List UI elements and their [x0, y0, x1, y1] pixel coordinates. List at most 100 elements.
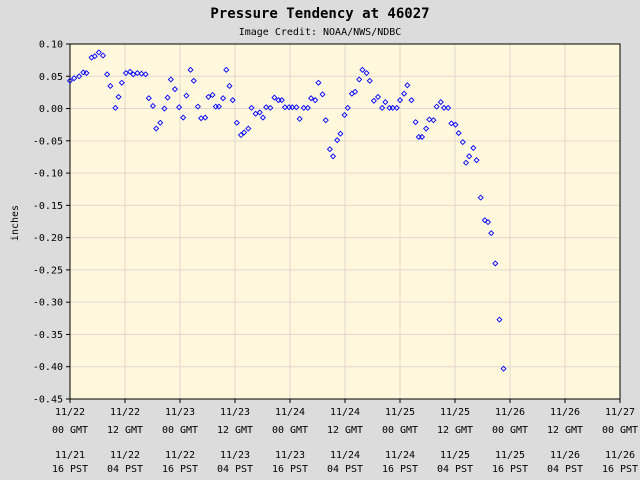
x-tick-label-pst-time: 16 PST	[272, 464, 308, 475]
data-point	[437, 99, 444, 106]
data-point	[488, 230, 495, 237]
y-tick-label: -0.35	[33, 330, 63, 341]
data-point	[470, 144, 477, 151]
data-point	[289, 104, 296, 111]
data-point	[153, 125, 160, 132]
x-tick-label-gmt-date: 11/23	[220, 407, 250, 418]
x-tick-label-pst-time: 16 PST	[602, 464, 638, 475]
data-point	[245, 125, 252, 132]
x-tick-label-gmt-time: 12 GMT	[327, 425, 363, 436]
data-point	[370, 97, 377, 104]
x-tick-label-gmt-date: 11/23	[165, 407, 195, 418]
y-tick-label: -0.25	[33, 265, 63, 276]
data-point	[91, 53, 98, 60]
data-point	[99, 52, 107, 59]
data-point	[233, 119, 240, 126]
x-tick-label-pst-date: 11/21	[55, 450, 85, 461]
data-points	[66, 49, 507, 372]
data-point	[237, 131, 244, 139]
data-point	[500, 365, 507, 372]
data-point	[127, 68, 134, 75]
data-point	[76, 73, 83, 80]
data-point	[473, 157, 480, 164]
data-point	[176, 104, 183, 111]
x-tick-label-gmt-date: 11/22	[55, 407, 85, 418]
data-point	[95, 49, 102, 56]
data-point	[430, 117, 437, 124]
x-tick-label-pst-time: 16 PST	[52, 464, 88, 475]
y-axis-label: inches	[10, 205, 21, 241]
data-point	[379, 104, 386, 111]
y-tick-label: -0.15	[33, 201, 63, 212]
data-point	[278, 97, 285, 104]
data-point	[433, 103, 440, 110]
data-point	[202, 114, 209, 121]
x-tick-label-pst-time: 04 PST	[547, 464, 583, 475]
x-tick-label-pst-date: 11/25	[440, 450, 470, 461]
data-point	[300, 104, 307, 111]
data-point	[161, 105, 168, 112]
data-point	[241, 129, 248, 136]
data-point	[149, 102, 156, 110]
data-point	[484, 219, 492, 226]
x-tick-label-gmt-date: 11/27	[605, 407, 635, 418]
x-tick-label-gmt-time: 12 GMT	[547, 425, 583, 436]
x-tick-label-pst-time: 04 PST	[327, 464, 363, 475]
data-point	[263, 104, 270, 111]
x-tick-label-gmt-time: 00 GMT	[272, 425, 308, 436]
data-point	[183, 92, 190, 99]
data-point	[393, 104, 400, 111]
data-point	[209, 91, 216, 99]
x-tick-label-pst-time: 16 PST	[492, 464, 528, 475]
data-point	[315, 79, 322, 86]
data-point	[112, 104, 119, 111]
data-point	[220, 95, 227, 102]
data-point	[66, 77, 74, 84]
x-tick-label-gmt-time: 12 GMT	[107, 425, 143, 436]
data-point	[363, 70, 370, 77]
data-point	[267, 104, 274, 111]
data-point	[281, 104, 288, 111]
y-tick-label: -0.10	[33, 169, 63, 180]
data-point	[455, 130, 462, 137]
x-tick-label-pst-time: 16 PST	[382, 464, 418, 475]
x-tick-label-gmt-time: 12 GMT	[437, 425, 473, 436]
y-tick-label: 0.10	[39, 40, 63, 51]
x-tick-label-pst-date: 11/23	[220, 450, 250, 461]
x-tick-label-pst-date: 11/24	[330, 450, 360, 461]
x-tick-label-gmt-date: 11/22	[110, 407, 140, 418]
x-tick-label-gmt-date: 11/24	[275, 407, 305, 418]
data-point	[334, 137, 341, 144]
data-point	[477, 194, 484, 201]
data-point	[481, 217, 488, 224]
data-point	[223, 66, 230, 73]
x-tick-label-gmt-time: 00 GMT	[162, 425, 198, 436]
data-point	[134, 70, 141, 77]
data-point	[344, 104, 351, 111]
x-tick-label-gmt-date: 11/24	[330, 407, 360, 418]
data-point	[440, 104, 448, 111]
data-point	[366, 77, 373, 84]
x-tick-label-pst-date: 11/26	[605, 450, 635, 461]
data-point	[359, 66, 366, 73]
data-point	[330, 153, 337, 160]
data-point	[462, 159, 470, 166]
x-tick-label-gmt-time: 12 GMT	[217, 425, 253, 436]
x-tick-label-pst-time: 04 PST	[437, 464, 473, 475]
data-point	[496, 316, 503, 323]
data-point	[118, 79, 125, 86]
data-point	[187, 66, 194, 73]
y-tick-label: 0.05	[39, 72, 63, 83]
data-point	[142, 71, 149, 78]
data-point	[215, 103, 222, 110]
data-point	[167, 76, 174, 83]
x-tick-label-gmt-time: 00 GMT	[492, 425, 528, 436]
y-tick-label: 0.00	[39, 104, 63, 115]
data-point	[296, 115, 303, 122]
data-point	[356, 76, 363, 83]
data-point	[404, 82, 411, 89]
data-point	[374, 93, 382, 100]
x-tick-label-gmt-date: 11/26	[495, 407, 525, 418]
data-point	[256, 109, 263, 116]
data-point	[180, 114, 187, 121]
